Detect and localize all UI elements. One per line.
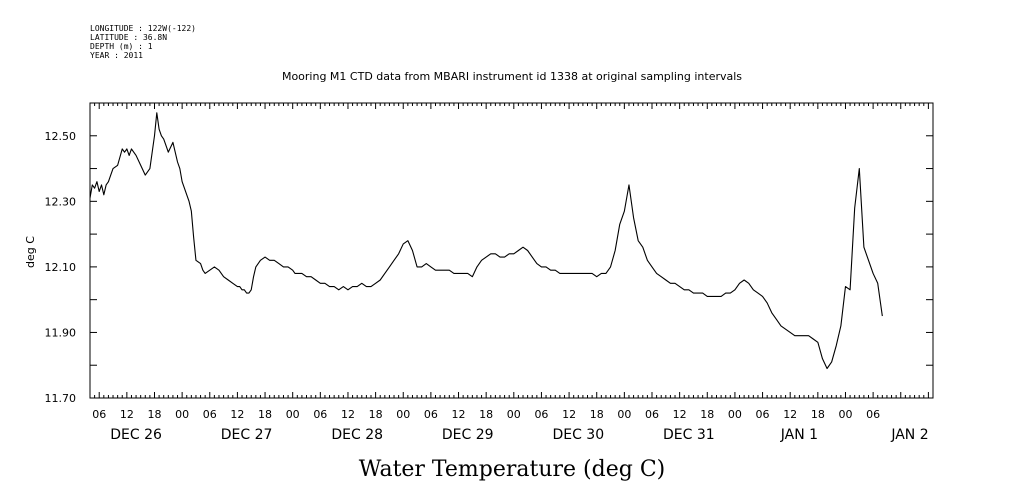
x-tick-label: 06 (866, 408, 880, 421)
x-tick-label: 06 (645, 408, 659, 421)
x-tick-label: 18 (700, 408, 714, 421)
x-tick-label: 00 (175, 408, 189, 421)
x-tick-label: 06 (203, 408, 217, 421)
water-temperature-line (89, 112, 883, 370)
x-tick-label: 06 (756, 408, 770, 421)
x-day-label: JAN 2 (890, 427, 928, 443)
meta-year: YEAR : 2011 (90, 51, 143, 60)
plot-frame (89, 102, 934, 399)
x-day-label: JAN 1 (780, 427, 818, 443)
x-tick-label: 06 (92, 408, 106, 421)
y-tick-label: 12.10 (45, 261, 77, 274)
x-tick-label: 12 (562, 408, 576, 421)
x-axis-title: Water Temperature (deg C) (359, 457, 666, 482)
x-tick-label: 12 (341, 408, 355, 421)
x-day-label: DEC 29 (442, 427, 494, 443)
x-day-label: DEC 27 (221, 427, 273, 443)
x-tick-label: 00 (396, 408, 410, 421)
x-tick-label: 12 (783, 408, 797, 421)
x-tick-label: 18 (590, 408, 604, 421)
y-tick-label: 12.30 (45, 195, 77, 208)
x-tick-label: 00 (507, 408, 521, 421)
axes (89, 102, 934, 399)
meta-latitude: LATITUDE : 36.8N (90, 33, 167, 42)
x-tick-label: 00 (617, 408, 631, 421)
x-tick-label: 06 (313, 408, 327, 421)
x-tick-label: 00 (286, 408, 300, 421)
x-tick-label: 06 (534, 408, 548, 421)
x-tick-label: 12 (452, 408, 466, 421)
chart-title: Mooring M1 CTD data from MBARI instrumen… (282, 70, 742, 83)
x-tick-label: 00 (728, 408, 742, 421)
x-day-label: DEC 30 (552, 427, 604, 443)
y-axis-label: deg C (24, 236, 37, 268)
meta-longitude: LONGITUDE : 122W(-122) (90, 24, 196, 33)
x-tick-label: 12 (230, 408, 244, 421)
x-tick-label: 12 (673, 408, 687, 421)
tick-labels: 06 12 18 00 06 12 18 00 06 12 18 00 06 12 18 00 06 12 18 00… (45, 130, 929, 443)
meta-depth: DEPTH (m) : 1 (90, 42, 153, 51)
x-tick-label: 12 (120, 408, 134, 421)
x-tick-label: 18 (258, 408, 272, 421)
y-tick-label: 11.70 (45, 392, 77, 405)
y-tick-label: 12.50 (45, 130, 77, 143)
metadata-block: LONGITUDE : 122W(-122) LATITUDE : 36.8N … (90, 24, 196, 60)
y-tick-label: 11.90 (45, 326, 77, 339)
x-tick-label: 00 (838, 408, 852, 421)
x-tick-label: 18 (811, 408, 825, 421)
x-tick-label: 06 (424, 408, 438, 421)
x-tick-label: 18 (479, 408, 493, 421)
x-tick-label: 18 (369, 408, 383, 421)
series-layer (89, 112, 883, 370)
x-day-label: DEC 28 (331, 427, 383, 443)
x-tick-label: 18 (147, 408, 161, 421)
x-day-label: DEC 31 (663, 427, 715, 443)
x-day-label: DEC 26 (110, 427, 162, 443)
